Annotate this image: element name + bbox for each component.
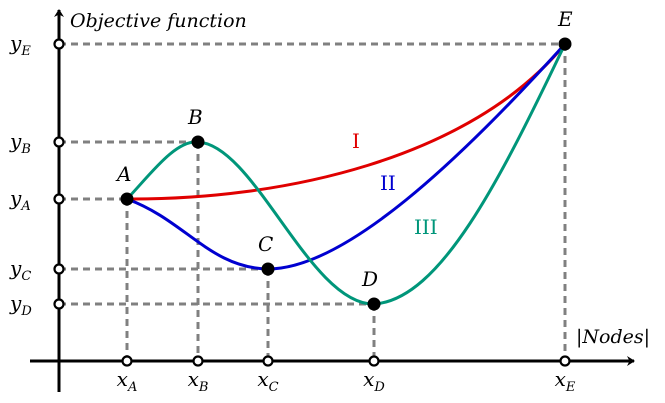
y-tick-d	[53, 298, 65, 310]
curve-label-ii: II	[380, 171, 396, 195]
curve-label-iii: III	[414, 215, 438, 239]
point-label-a: A	[115, 162, 131, 186]
point-d	[367, 297, 381, 311]
point-label-c: C	[258, 232, 273, 256]
y-tick-label-e: yE	[9, 31, 31, 59]
x-tick-label-d: xD	[363, 367, 385, 395]
y-tick-e	[53, 38, 65, 50]
point-label-d: D	[361, 267, 378, 291]
x-tick-label-b: xB	[188, 367, 209, 395]
x-tick-b	[192, 355, 204, 367]
point-e	[558, 37, 572, 51]
x-tick-label-e: xE	[555, 367, 576, 395]
point-b	[191, 135, 205, 149]
y-tick-b	[53, 136, 65, 148]
y-tick-label-a: yA	[9, 186, 31, 214]
x-tick-a	[121, 355, 133, 367]
x-tick-label-a: xA	[117, 367, 138, 395]
y-tick-label-d: yD	[9, 291, 32, 319]
x-tick-c	[262, 355, 274, 367]
curve-i	[125, 42, 567, 201]
x-tick-label-c: xC	[257, 367, 278, 395]
y-tick-label-b: yB	[9, 129, 31, 157]
points: A B C D E	[115, 7, 573, 311]
y-tick-c	[53, 263, 65, 275]
point-label-b: B	[187, 105, 203, 129]
point-label-e: E	[557, 7, 573, 31]
y-tick-label-c: yC	[9, 256, 31, 284]
curve-ii	[125, 42, 567, 271]
dashed-guide-lines	[59, 42, 567, 361]
y-tick-a	[53, 193, 65, 205]
x-tick-d	[368, 355, 380, 367]
curve-iii	[125, 42, 567, 306]
axis-ticks: xA yA xB yB xC yC xD yD xE yE	[9, 31, 576, 395]
x-tick-e	[559, 355, 571, 367]
curves	[125, 42, 567, 306]
point-a	[120, 192, 134, 206]
x-axis-label: |Nodes|	[576, 326, 650, 348]
point-c	[261, 262, 275, 276]
y-axis-label: Objective function	[70, 10, 247, 32]
curve-label-i: I	[352, 129, 360, 153]
